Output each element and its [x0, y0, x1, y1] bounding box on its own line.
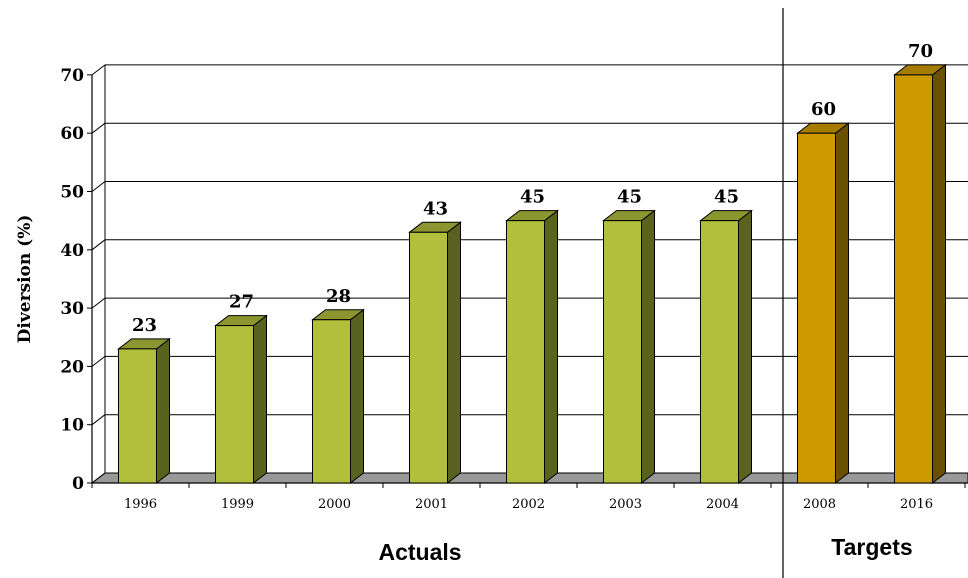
bar-2004: [699, 209, 753, 485]
y-tick-label: 30: [60, 299, 84, 319]
x-tick-label: 2008: [803, 497, 836, 512]
bar-2000: [311, 308, 365, 485]
y-axis-title: Diversion (%): [15, 215, 35, 344]
x-tick-label: 2001: [415, 497, 448, 512]
bar-front: [700, 220, 739, 484]
y-axis: [87, 64, 966, 488]
bars: [117, 63, 947, 485]
bar-1996: [117, 337, 171, 485]
y-tick-depth: [91, 472, 106, 484]
bar-side: [544, 209, 558, 485]
bar-side: [253, 314, 267, 485]
bar-2003: [602, 209, 656, 485]
y-tick-depth: [91, 297, 106, 309]
bar-side: [738, 209, 752, 485]
x-tick-label: 2000: [318, 497, 351, 512]
x-tick-label: 2002: [512, 497, 545, 512]
y-tick-label: 40: [60, 241, 84, 261]
bar-side: [156, 337, 170, 485]
y-tick-depth: [91, 414, 106, 426]
targets-label: Targets: [831, 534, 912, 560]
y-tick-label: 50: [60, 183, 84, 203]
bar-front: [506, 220, 545, 484]
data-label: 45: [714, 187, 739, 208]
bar-front: [118, 348, 157, 484]
data-label: 45: [617, 187, 642, 208]
y-tick-label: 60: [60, 124, 84, 144]
x-tick-label: 2004: [706, 497, 739, 512]
bar-front: [312, 319, 351, 484]
bar-2002: [505, 209, 559, 485]
bar-front: [215, 325, 254, 484]
data-label: 28: [326, 286, 351, 307]
x-tick-label: 1999: [221, 497, 254, 512]
actuals-label: Actuals: [378, 539, 461, 565]
bar-2001: [408, 221, 462, 485]
x-tick-label: 2016: [900, 497, 933, 512]
y-tick-label: 70: [60, 66, 84, 86]
y-tick-label: 0: [72, 474, 84, 494]
bar-side: [835, 122, 849, 485]
data-label: 27: [229, 292, 254, 313]
y-tick-depth: [91, 122, 106, 134]
bar-front: [603, 220, 642, 484]
bar-side: [932, 63, 946, 485]
y-tick-depth: [91, 239, 106, 251]
bar-2008: [796, 122, 850, 485]
data-label: 60: [811, 99, 836, 120]
bar-front: [409, 231, 448, 484]
data-label: 70: [908, 41, 933, 62]
data-label: 23: [132, 315, 157, 336]
y-tick-labels: 0 10 20 30 40 50 60 70: [60, 66, 84, 494]
bar-front: [797, 132, 836, 484]
bar-side: [641, 209, 655, 485]
x-tick-label: 2003: [609, 497, 642, 512]
bar-2016: [893, 63, 947, 485]
bar-side: [447, 221, 461, 485]
y-tick-depth: [91, 64, 106, 76]
data-labels: 23 27 28 43 45 45 45 60 70: [132, 41, 933, 336]
x-tick-labels: 1996 1999 2000 2001 2002 2003 2004 2008 2016: [124, 497, 933, 512]
data-label: 45: [520, 187, 545, 208]
y-tick-label: 10: [60, 416, 84, 436]
data-label: 43: [423, 198, 448, 219]
y-tick-depth: [91, 356, 106, 367]
x-tick-label: 1996: [124, 497, 157, 512]
bar-front: [894, 74, 933, 484]
y-tick-depth: [91, 181, 106, 192]
bar-side: [350, 308, 364, 485]
bar-1999: [214, 314, 268, 485]
y-tick-label: 20: [60, 357, 84, 377]
